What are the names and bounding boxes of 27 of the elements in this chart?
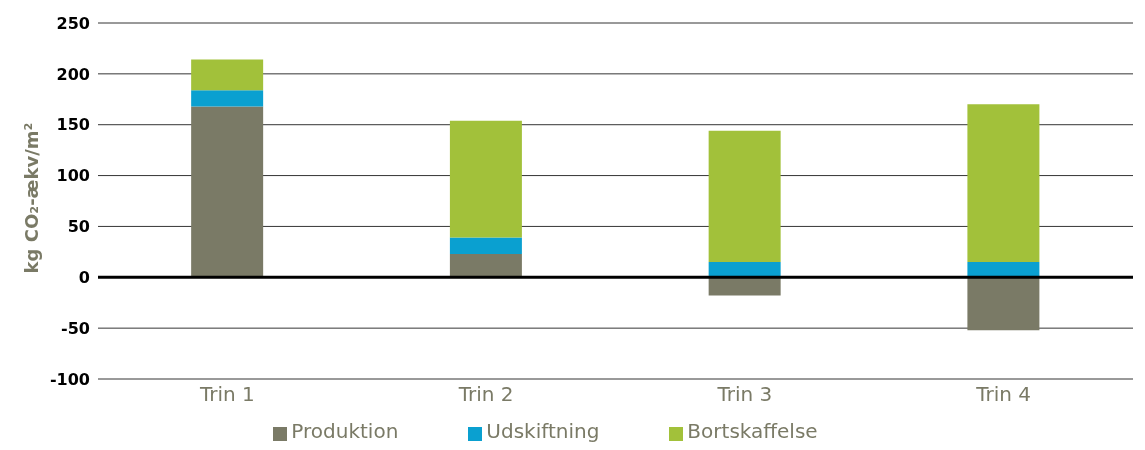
x-tick-label: Trin 3 — [716, 382, 773, 407]
bar — [449, 253, 522, 278]
y-tick-label: 250 — [56, 13, 90, 33]
y-tick-label: 150 — [56, 115, 90, 135]
y-tick-label: 0 — [78, 267, 90, 287]
x-tick-label: Trin 1 — [198, 382, 255, 407]
x-tick-label: Trin 4 — [975, 382, 1032, 407]
bar — [449, 237, 522, 254]
y-tick-label: -100 — [49, 369, 90, 389]
x-tick-label: Trin 2 — [457, 382, 514, 407]
legend-label: Bortskaffelse — [687, 419, 818, 443]
bar — [967, 277, 1040, 331]
y-tick-label: 200 — [56, 64, 90, 84]
y-tick-label: 100 — [56, 166, 90, 186]
bar — [449, 120, 522, 238]
legend-label: Produktion — [291, 419, 399, 443]
bar — [967, 104, 1040, 263]
bar — [967, 262, 1040, 278]
bar — [708, 262, 781, 278]
y-tick-label: -50 — [61, 318, 90, 338]
legend-label: Udskiftning — [486, 419, 600, 443]
bar — [191, 59, 264, 91]
bar — [191, 106, 264, 278]
bar — [708, 130, 781, 263]
bar — [191, 90, 264, 107]
y-tick-label: 50 — [67, 217, 90, 237]
y-axis-title: kg CO₂-ækv/m² — [21, 122, 42, 274]
